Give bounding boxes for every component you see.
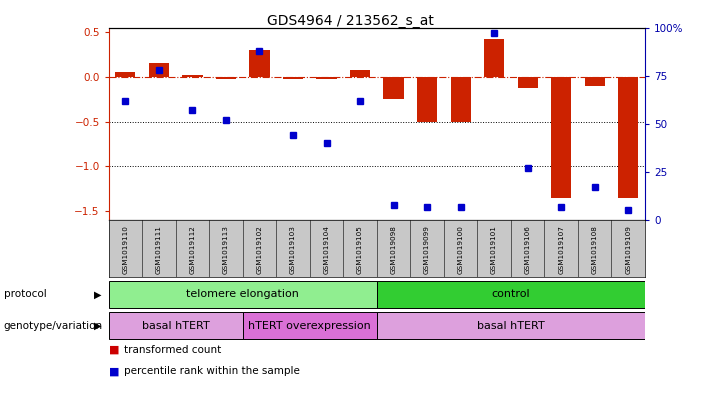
Text: transformed count: transformed count (124, 345, 222, 355)
Text: basal hTERT: basal hTERT (142, 321, 210, 331)
Text: genotype/variation: genotype/variation (4, 321, 102, 331)
Text: GSM1019109: GSM1019109 (625, 225, 631, 274)
Bar (585, 77, 605, 86)
Text: GSM1019104: GSM1019104 (324, 225, 329, 274)
Bar (451, 77, 470, 121)
Text: GSM1019101: GSM1019101 (491, 225, 497, 274)
Bar (551, 77, 571, 198)
Bar (243, 312, 377, 340)
Text: percentile rank within the sample: percentile rank within the sample (124, 366, 300, 376)
Text: ▶: ▶ (94, 289, 102, 299)
Text: GSM1019103: GSM1019103 (290, 225, 296, 274)
Text: GSM1019099: GSM1019099 (424, 225, 430, 274)
Text: ■: ■ (109, 366, 119, 376)
Bar (377, 312, 645, 340)
Text: GSM1019100: GSM1019100 (458, 225, 463, 274)
Text: protocol: protocol (4, 289, 46, 299)
Text: GSM1019098: GSM1019098 (390, 225, 397, 274)
Bar (109, 312, 243, 340)
Bar (618, 77, 638, 198)
Text: GSM1019105: GSM1019105 (357, 225, 363, 274)
Text: control: control (491, 289, 530, 299)
Bar (109, 281, 377, 308)
Bar (283, 77, 303, 79)
Bar (484, 39, 504, 77)
Text: telomere elongation: telomere elongation (186, 289, 299, 299)
Bar (417, 77, 437, 121)
Text: GDS4964 / 213562_s_at: GDS4964 / 213562_s_at (267, 14, 434, 28)
Text: ■: ■ (109, 345, 119, 355)
Bar (149, 63, 169, 77)
Text: GSM1019111: GSM1019111 (156, 225, 162, 274)
Bar (350, 70, 370, 77)
Text: GSM1019108: GSM1019108 (592, 225, 598, 274)
Bar (216, 77, 236, 79)
Bar (517, 77, 538, 88)
Text: GSM1019112: GSM1019112 (189, 225, 196, 274)
Bar (116, 72, 135, 77)
Text: GSM1019102: GSM1019102 (257, 225, 262, 274)
Bar (316, 77, 336, 79)
Bar (182, 75, 203, 77)
Bar (250, 50, 270, 77)
Text: basal hTERT: basal hTERT (477, 321, 545, 331)
Text: hTERT overexpression: hTERT overexpression (248, 321, 371, 331)
Bar (377, 281, 645, 308)
Text: GSM1019110: GSM1019110 (123, 225, 128, 274)
Text: GSM1019113: GSM1019113 (223, 225, 229, 274)
Text: GSM1019107: GSM1019107 (558, 225, 564, 274)
Text: GSM1019106: GSM1019106 (524, 225, 531, 274)
Text: ▶: ▶ (94, 321, 102, 331)
Bar (383, 77, 404, 99)
